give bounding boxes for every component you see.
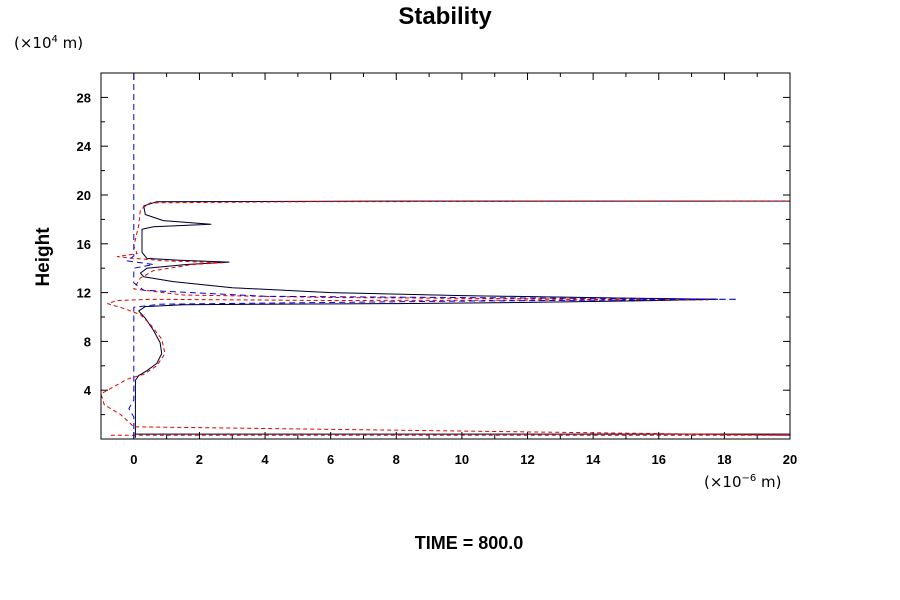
series-line-3 [126,73,738,439]
y-tick-label: 4 [84,383,92,398]
x-tick-group: 0 2 4 6 8 10 12 14 16 18 20 [130,73,797,467]
x-unit-label: (×10−6 m) [704,473,782,491]
x-tick-label: 6 [327,452,334,467]
x-tick-label: 12 [520,452,534,467]
x-tick-label: 20 [783,452,797,467]
y-tick-label: 12 [77,286,91,301]
x-tick-label: 18 [717,452,731,467]
y-tick-label: 8 [84,334,91,349]
y-axis-title: Height [33,227,54,287]
x-tick-label: 10 [455,452,469,467]
series-line-1-overlay [135,200,790,438]
x-tick-label: 16 [652,452,666,467]
plot-frame [100,72,791,440]
series-line-1 [134,200,790,438]
x-tick-label: 14 [586,452,601,467]
y-tick-group: 4 8 12 16 20 24 28 [77,90,790,416]
x-tick-label: 8 [393,452,400,467]
series-line-2 [101,200,790,436]
y-unit-label: (×104 m) [14,34,83,52]
chart-title: Stability [398,3,492,30]
y-tick-label: 24 [77,139,92,154]
time-label: TIME = 800.0 [415,533,524,553]
x-tick-label: 0 [130,452,137,467]
y-tick-label: 20 [77,188,91,203]
y-tick-label: 28 [77,90,91,105]
series-group [101,73,790,439]
x-tick-label: 2 [196,452,203,467]
x-tick-label: 4 [261,452,269,467]
y-tick-label: 16 [77,237,91,252]
